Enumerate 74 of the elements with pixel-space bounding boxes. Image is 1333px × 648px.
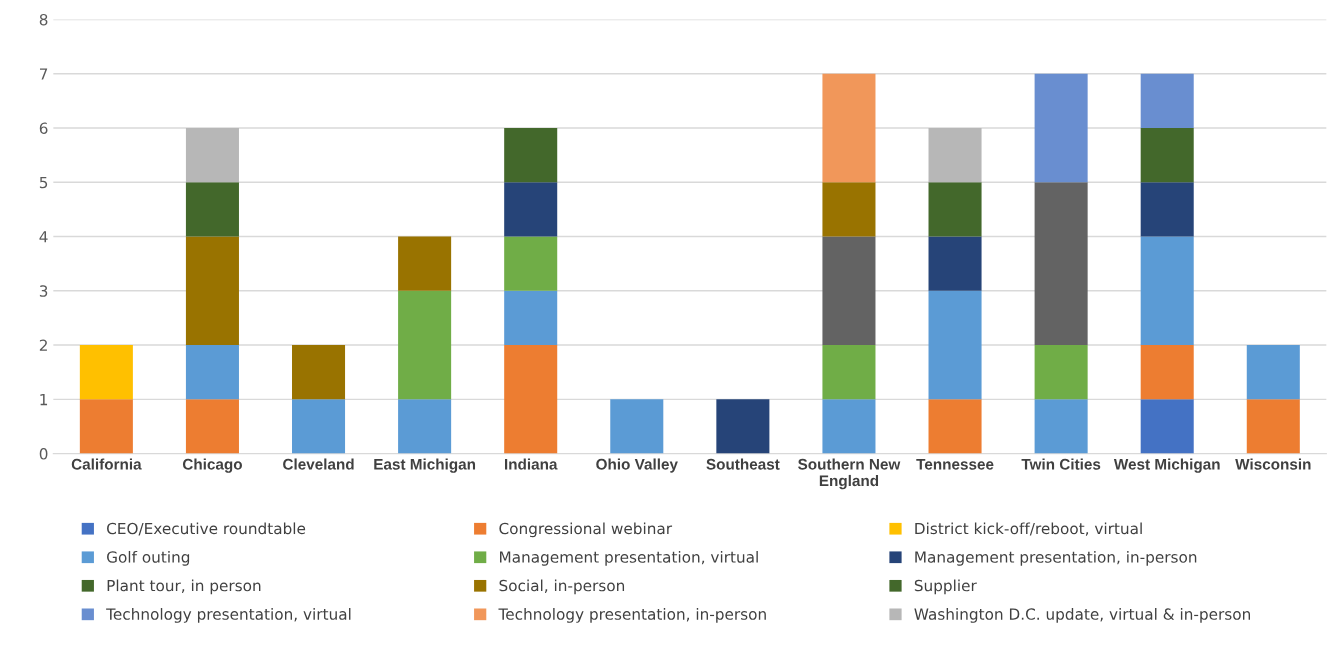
bar [504, 236, 558, 291]
x-tick-label: California [71, 458, 142, 470]
y-tick-label: 2 [39, 339, 47, 351]
bar [1140, 73, 1194, 128]
bar [1140, 345, 1194, 400]
y-tick-label: 3 [39, 285, 48, 297]
bar [928, 290, 982, 400]
y-tick-label: 6 [39, 122, 48, 134]
bar [185, 127, 239, 183]
bar [1246, 345, 1300, 400]
bar [504, 345, 558, 454]
bar [822, 399, 876, 454]
legend-label: Plant tour, in person [107, 579, 261, 595]
bar [79, 399, 133, 454]
x-tick-label: Chicago [182, 458, 242, 473]
x-tick-label: Ohio Valley [596, 458, 678, 473]
bar [398, 236, 452, 291]
y-tick-label: 8 [39, 13, 48, 26]
bar [928, 236, 982, 291]
bar [1140, 182, 1194, 237]
bar [610, 399, 664, 454]
legend-label: Golf outing [107, 550, 190, 566]
bar [504, 290, 558, 346]
bar [1140, 127, 1194, 183]
x-tick-label: Wisconsin [1235, 458, 1311, 470]
x-tick-label: Cleveland [283, 458, 354, 470]
x-tick-label: Tennessee [916, 459, 994, 470]
x-tick-label: Indiana [504, 458, 558, 470]
y-tick-label: 1 [40, 394, 48, 406]
legend-label: CEO/Executive roundtable [107, 522, 306, 536]
bar [1034, 399, 1088, 454]
legend-label: Management presentation, in-person [915, 550, 1197, 566]
x-tick-label: Twin Cities [1021, 458, 1101, 470]
x-tick-label: East Michigan [374, 458, 476, 473]
legend-label: District kick-off/reboot, virtual [915, 522, 1142, 536]
bar [504, 182, 558, 237]
bar [292, 399, 346, 454]
y-tick-label: 0 [39, 448, 48, 460]
legend-label: Washington D.C. update, virtual & in-person [914, 608, 1250, 623]
bar [292, 345, 346, 400]
bar [1034, 73, 1088, 183]
legend-label: Social, in-person [499, 579, 625, 595]
x-tick-label: West Michigan [1113, 458, 1220, 473]
y-tick-label: 4 [39, 231, 48, 243]
bar [185, 236, 239, 346]
bar [185, 182, 239, 237]
bar [822, 345, 876, 400]
bar [1140, 399, 1194, 454]
bar [79, 345, 133, 400]
y-tick-label: 7 [39, 68, 48, 80]
y-tick-label: 5 [39, 176, 48, 189]
bar [398, 399, 452, 454]
legend-label: Technology presentation, in-person [498, 608, 766, 623]
bar [716, 399, 770, 454]
bar [398, 290, 452, 400]
bar [1034, 345, 1088, 400]
bar [185, 399, 239, 454]
legend-label: Technology presentation, virtual [106, 608, 351, 623]
x-tick-label: Southern New England [798, 458, 901, 490]
bar [504, 127, 558, 183]
bar [822, 182, 876, 237]
bar [1246, 399, 1300, 454]
bar [1034, 182, 1088, 346]
bar [822, 73, 876, 183]
bar [928, 182, 982, 237]
bar [822, 236, 876, 346]
bar [185, 345, 239, 400]
legend-label: Supplier [914, 579, 977, 595]
legend-label: Congressional webinar [499, 522, 673, 538]
x-tick-label: Southeast [706, 458, 780, 470]
bar [928, 127, 982, 183]
legend-label: Management presentation, virtual [500, 550, 758, 566]
bar [928, 399, 982, 454]
bar [1140, 236, 1194, 346]
